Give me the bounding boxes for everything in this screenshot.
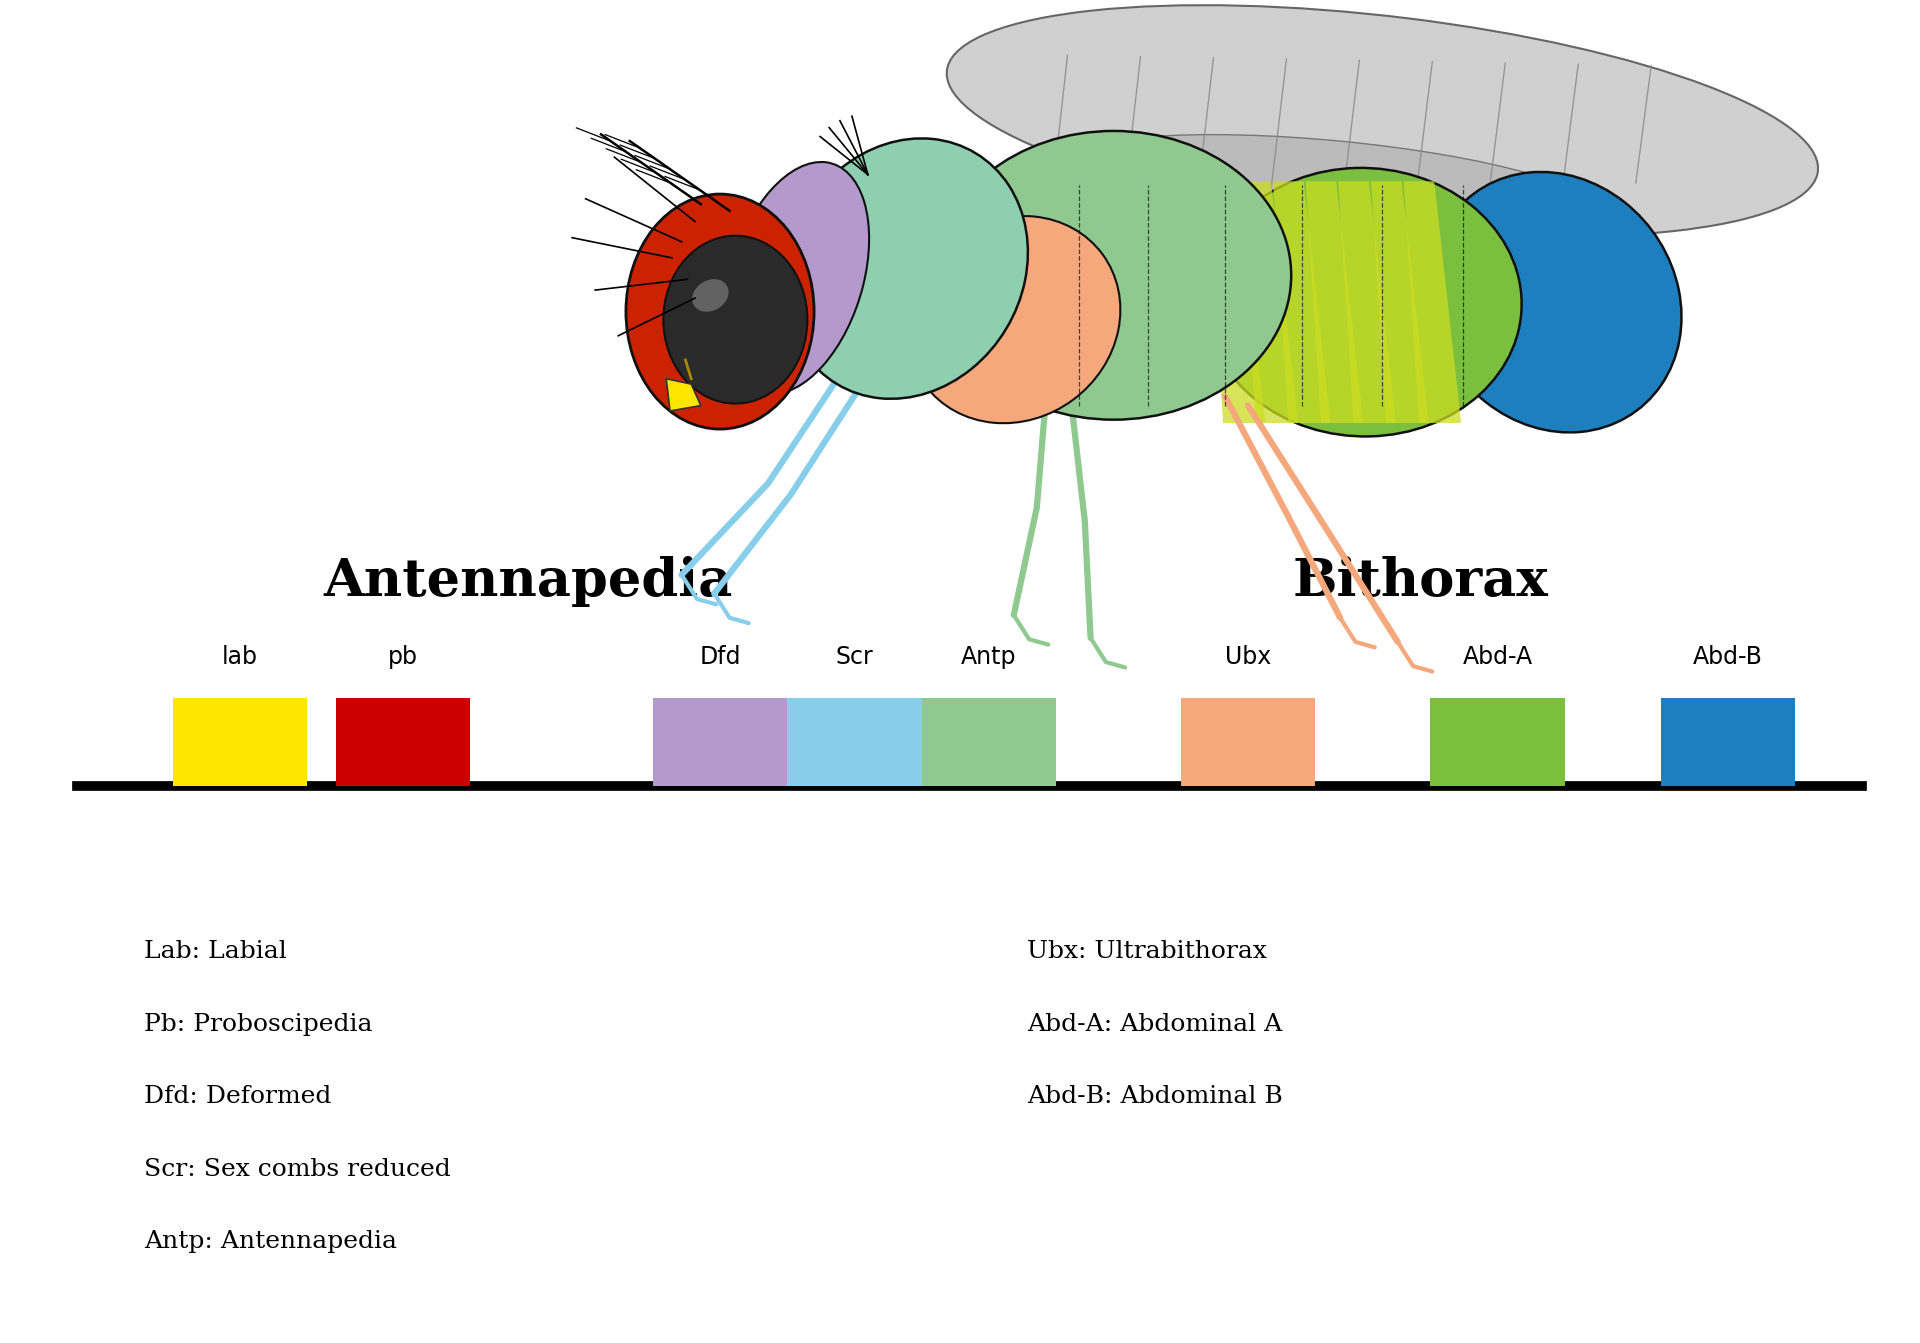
Polygon shape	[1404, 181, 1461, 423]
Polygon shape	[1306, 181, 1363, 423]
Text: Ubx: Ultrabithorax: Ubx: Ultrabithorax	[1027, 940, 1267, 963]
FancyBboxPatch shape	[173, 698, 307, 786]
Ellipse shape	[947, 5, 1818, 236]
FancyBboxPatch shape	[653, 698, 787, 786]
Ellipse shape	[906, 216, 1121, 423]
Polygon shape	[666, 379, 701, 411]
Text: Scr: Sex combs reduced: Scr: Sex combs reduced	[144, 1158, 451, 1180]
FancyBboxPatch shape	[336, 698, 470, 786]
Text: Abd-A: Abd-A	[1463, 645, 1532, 669]
Ellipse shape	[785, 138, 1027, 399]
Text: Abd-B: Abd-B	[1693, 645, 1763, 669]
FancyBboxPatch shape	[1661, 698, 1795, 786]
Ellipse shape	[1068, 134, 1601, 242]
Polygon shape	[1240, 181, 1298, 423]
Text: Lab: Labial: Lab: Labial	[144, 940, 286, 963]
Text: Dfd: Deformed: Dfd: Deformed	[144, 1085, 332, 1108]
Text: lab: lab	[223, 645, 257, 669]
FancyBboxPatch shape	[787, 698, 922, 786]
Text: Abd-A: Abdominal A: Abd-A: Abdominal A	[1027, 1013, 1283, 1035]
Ellipse shape	[693, 279, 728, 312]
Text: Antp: Antennapedia: Antp: Antennapedia	[144, 1230, 397, 1253]
Ellipse shape	[1204, 168, 1523, 436]
Text: Pb: Proboscipedia: Pb: Proboscipedia	[144, 1013, 372, 1035]
Ellipse shape	[935, 132, 1290, 419]
Polygon shape	[1338, 181, 1396, 423]
Polygon shape	[1273, 181, 1331, 423]
FancyBboxPatch shape	[1430, 698, 1565, 786]
FancyBboxPatch shape	[1181, 698, 1315, 786]
Ellipse shape	[626, 193, 814, 430]
Text: pb: pb	[388, 645, 419, 669]
Text: Antennapedia: Antennapedia	[323, 556, 733, 607]
Polygon shape	[1371, 181, 1428, 423]
Text: Antp: Antp	[962, 645, 1016, 669]
Ellipse shape	[1428, 172, 1682, 432]
Text: Abd-B: Abdominal B: Abd-B: Abdominal B	[1027, 1085, 1283, 1108]
Polygon shape	[1208, 181, 1265, 423]
FancyBboxPatch shape	[922, 698, 1056, 786]
Text: Scr: Scr	[835, 645, 874, 669]
Ellipse shape	[664, 236, 808, 403]
Text: Bithorax: Bithorax	[1292, 556, 1549, 607]
Text: Dfd: Dfd	[699, 645, 741, 669]
Ellipse shape	[724, 163, 870, 393]
Text: Ubx: Ubx	[1225, 645, 1271, 669]
